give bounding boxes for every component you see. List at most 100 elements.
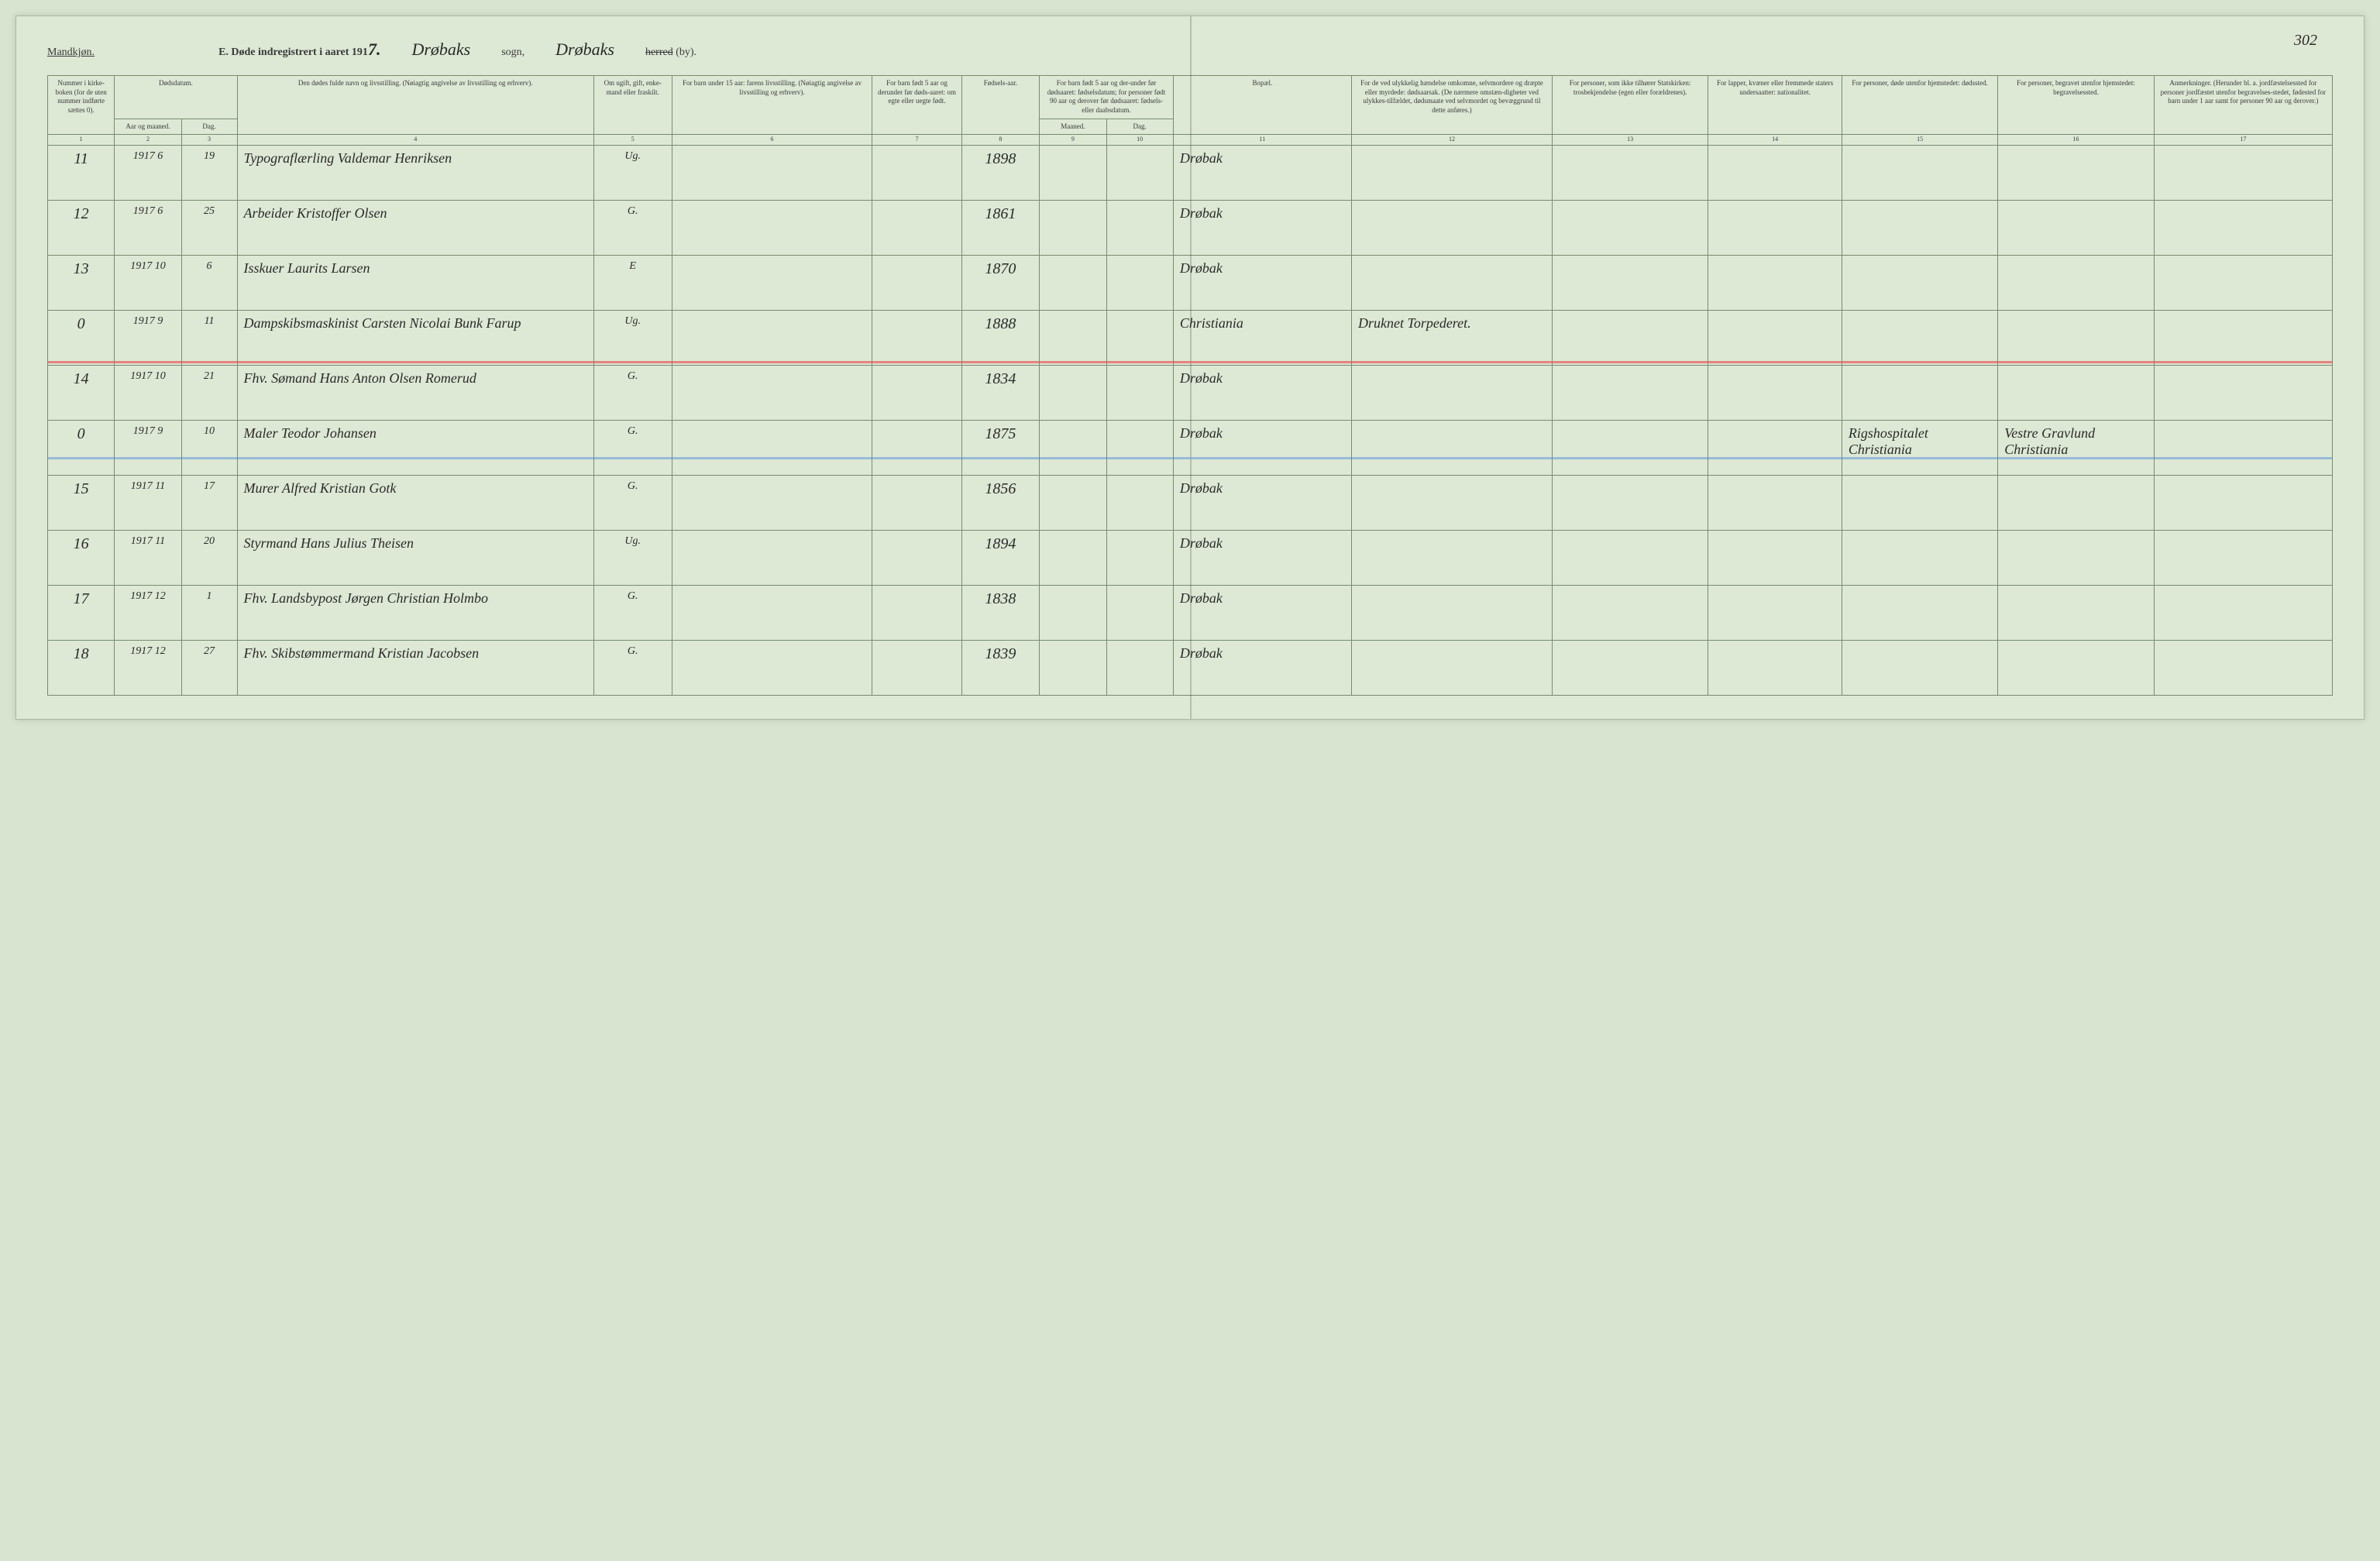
death-place [1842,145,1997,200]
table-row: 111917 619Typograflærling Valdemar Henri… [48,145,2333,200]
register-page: 302 Mandkjøn. E. Døde indregistrert i aa… [15,15,2365,720]
residence: Drøbak [1173,255,1351,310]
cn-16: 16 [1998,135,2154,145]
herred-by: herred (by). [645,46,696,59]
cn-3: 3 [181,135,237,145]
burial-place [1998,255,2154,310]
death-place [1842,640,1997,695]
table-row: 161917 1120Styrmand Hans Julius TheisenU… [48,530,2333,585]
col-17: Anmerkninger. (Herunder bl. a. jordfæste… [2154,76,2332,135]
nationality [1708,475,1842,530]
table-row: 121917 625Arbeider Kristoffer OlsenG.186… [48,200,2333,255]
nationality [1708,200,1842,255]
death-place: Rigshospitalet Christiania [1842,420,1997,475]
father-occupation [672,365,872,420]
nationality [1708,145,1842,200]
residence: Drøbak [1173,365,1351,420]
remarks [2154,530,2332,585]
year-month: 1917 9 [115,310,181,365]
religion [1552,145,1708,200]
birth-year: 1834 [961,365,1040,420]
year-month: 1917 11 [115,530,181,585]
cn-12: 12 [1351,135,1552,145]
cn-2: 2 [115,135,181,145]
remarks [2154,310,2332,365]
year-month: 1917 11 [115,475,181,530]
cause-of-death [1351,640,1552,695]
register-table: Nummer i kirke-boken (for de uten nummer… [47,75,2333,696]
cn-14: 14 [1708,135,1842,145]
death-place [1842,585,1997,640]
father-occupation [672,585,872,640]
burial-place [1998,365,2154,420]
page-number: 302 [2294,32,2317,50]
birth-month [1040,365,1106,420]
cause-of-death [1351,365,1552,420]
residence: Drøbak [1173,420,1351,475]
day: 27 [181,640,237,695]
burial-place: Vestre Gravlund Christiania [1998,420,2154,475]
name-occupation: Fhv. Sømand Hans Anton Olsen Romerud [237,365,593,420]
year-month: 1917 6 [115,145,181,200]
marital-status: E [593,255,672,310]
marital-status: G. [593,585,672,640]
cn-7: 7 [872,135,961,145]
nationality [1708,585,1842,640]
remarks [2154,200,2332,255]
col-8: Fødsels-aar. [961,76,1040,135]
cn-4: 4 [237,135,593,145]
burial-place [1998,310,2154,365]
table-row: 141917 1021Fhv. Sømand Hans Anton Olsen … [48,365,2333,420]
birth-year: 1875 [961,420,1040,475]
remarks [2154,640,2332,695]
birth-month [1040,310,1106,365]
cn-17: 17 [2154,135,2332,145]
father-occupation [672,475,872,530]
birth-day [1106,420,1173,475]
cn-6: 6 [672,135,872,145]
entry-number: 12 [48,200,115,255]
legitimacy [872,145,961,200]
birth-year: 1838 [961,585,1040,640]
religion [1552,420,1708,475]
birth-year: 1870 [961,255,1040,310]
year-month: 1917 12 [115,640,181,695]
residence: Drøbak [1173,200,1351,255]
burial-place [1998,530,2154,585]
birth-year: 1894 [961,530,1040,585]
name-occupation: Arbeider Kristoffer Olsen [237,200,593,255]
entry-number: 0 [48,420,115,475]
name-occupation: Isskuer Laurits Larsen [237,255,593,310]
death-place [1842,475,1997,530]
gender-label: Mandkjøn. [47,46,95,59]
birth-month [1040,255,1106,310]
father-occupation [672,145,872,200]
nationality [1708,310,1842,365]
birth-year: 1839 [961,640,1040,695]
col-1: Nummer i kirke-boken (for de uten nummer… [48,76,115,135]
col-9: For barn født 5 aar og der-under før død… [1040,76,1174,119]
birth-day [1106,530,1173,585]
cn-10: 10 [1106,135,1173,145]
entry-number: 0 [48,310,115,365]
birth-day [1106,310,1173,365]
col-5: Om ugift, gift, enke-mand eller fraskilt… [593,76,672,135]
col-2a: Aar og maaned. [115,119,181,135]
legitimacy [872,255,961,310]
marital-status: G. [593,475,672,530]
day: 20 [181,530,237,585]
birth-year: 1898 [961,145,1040,200]
herred-name: Drøbaks [555,40,614,60]
table-row: 171917 121Fhv. Landsbypost Jørgen Christ… [48,585,2333,640]
day: 19 [181,145,237,200]
death-place [1842,530,1997,585]
birth-month [1040,585,1106,640]
title-prefix: Døde indregistrert i aaret 191 [231,46,368,58]
col-14: For lapper, kvæner eller fremmede stater… [1708,76,1842,135]
cause-of-death [1351,420,1552,475]
birth-month [1040,200,1106,255]
year-month: 1917 9 [115,420,181,475]
legitimacy [872,585,961,640]
birth-month [1040,640,1106,695]
col-16: For personer, begravet utenfor hjemstede… [1998,76,2154,135]
